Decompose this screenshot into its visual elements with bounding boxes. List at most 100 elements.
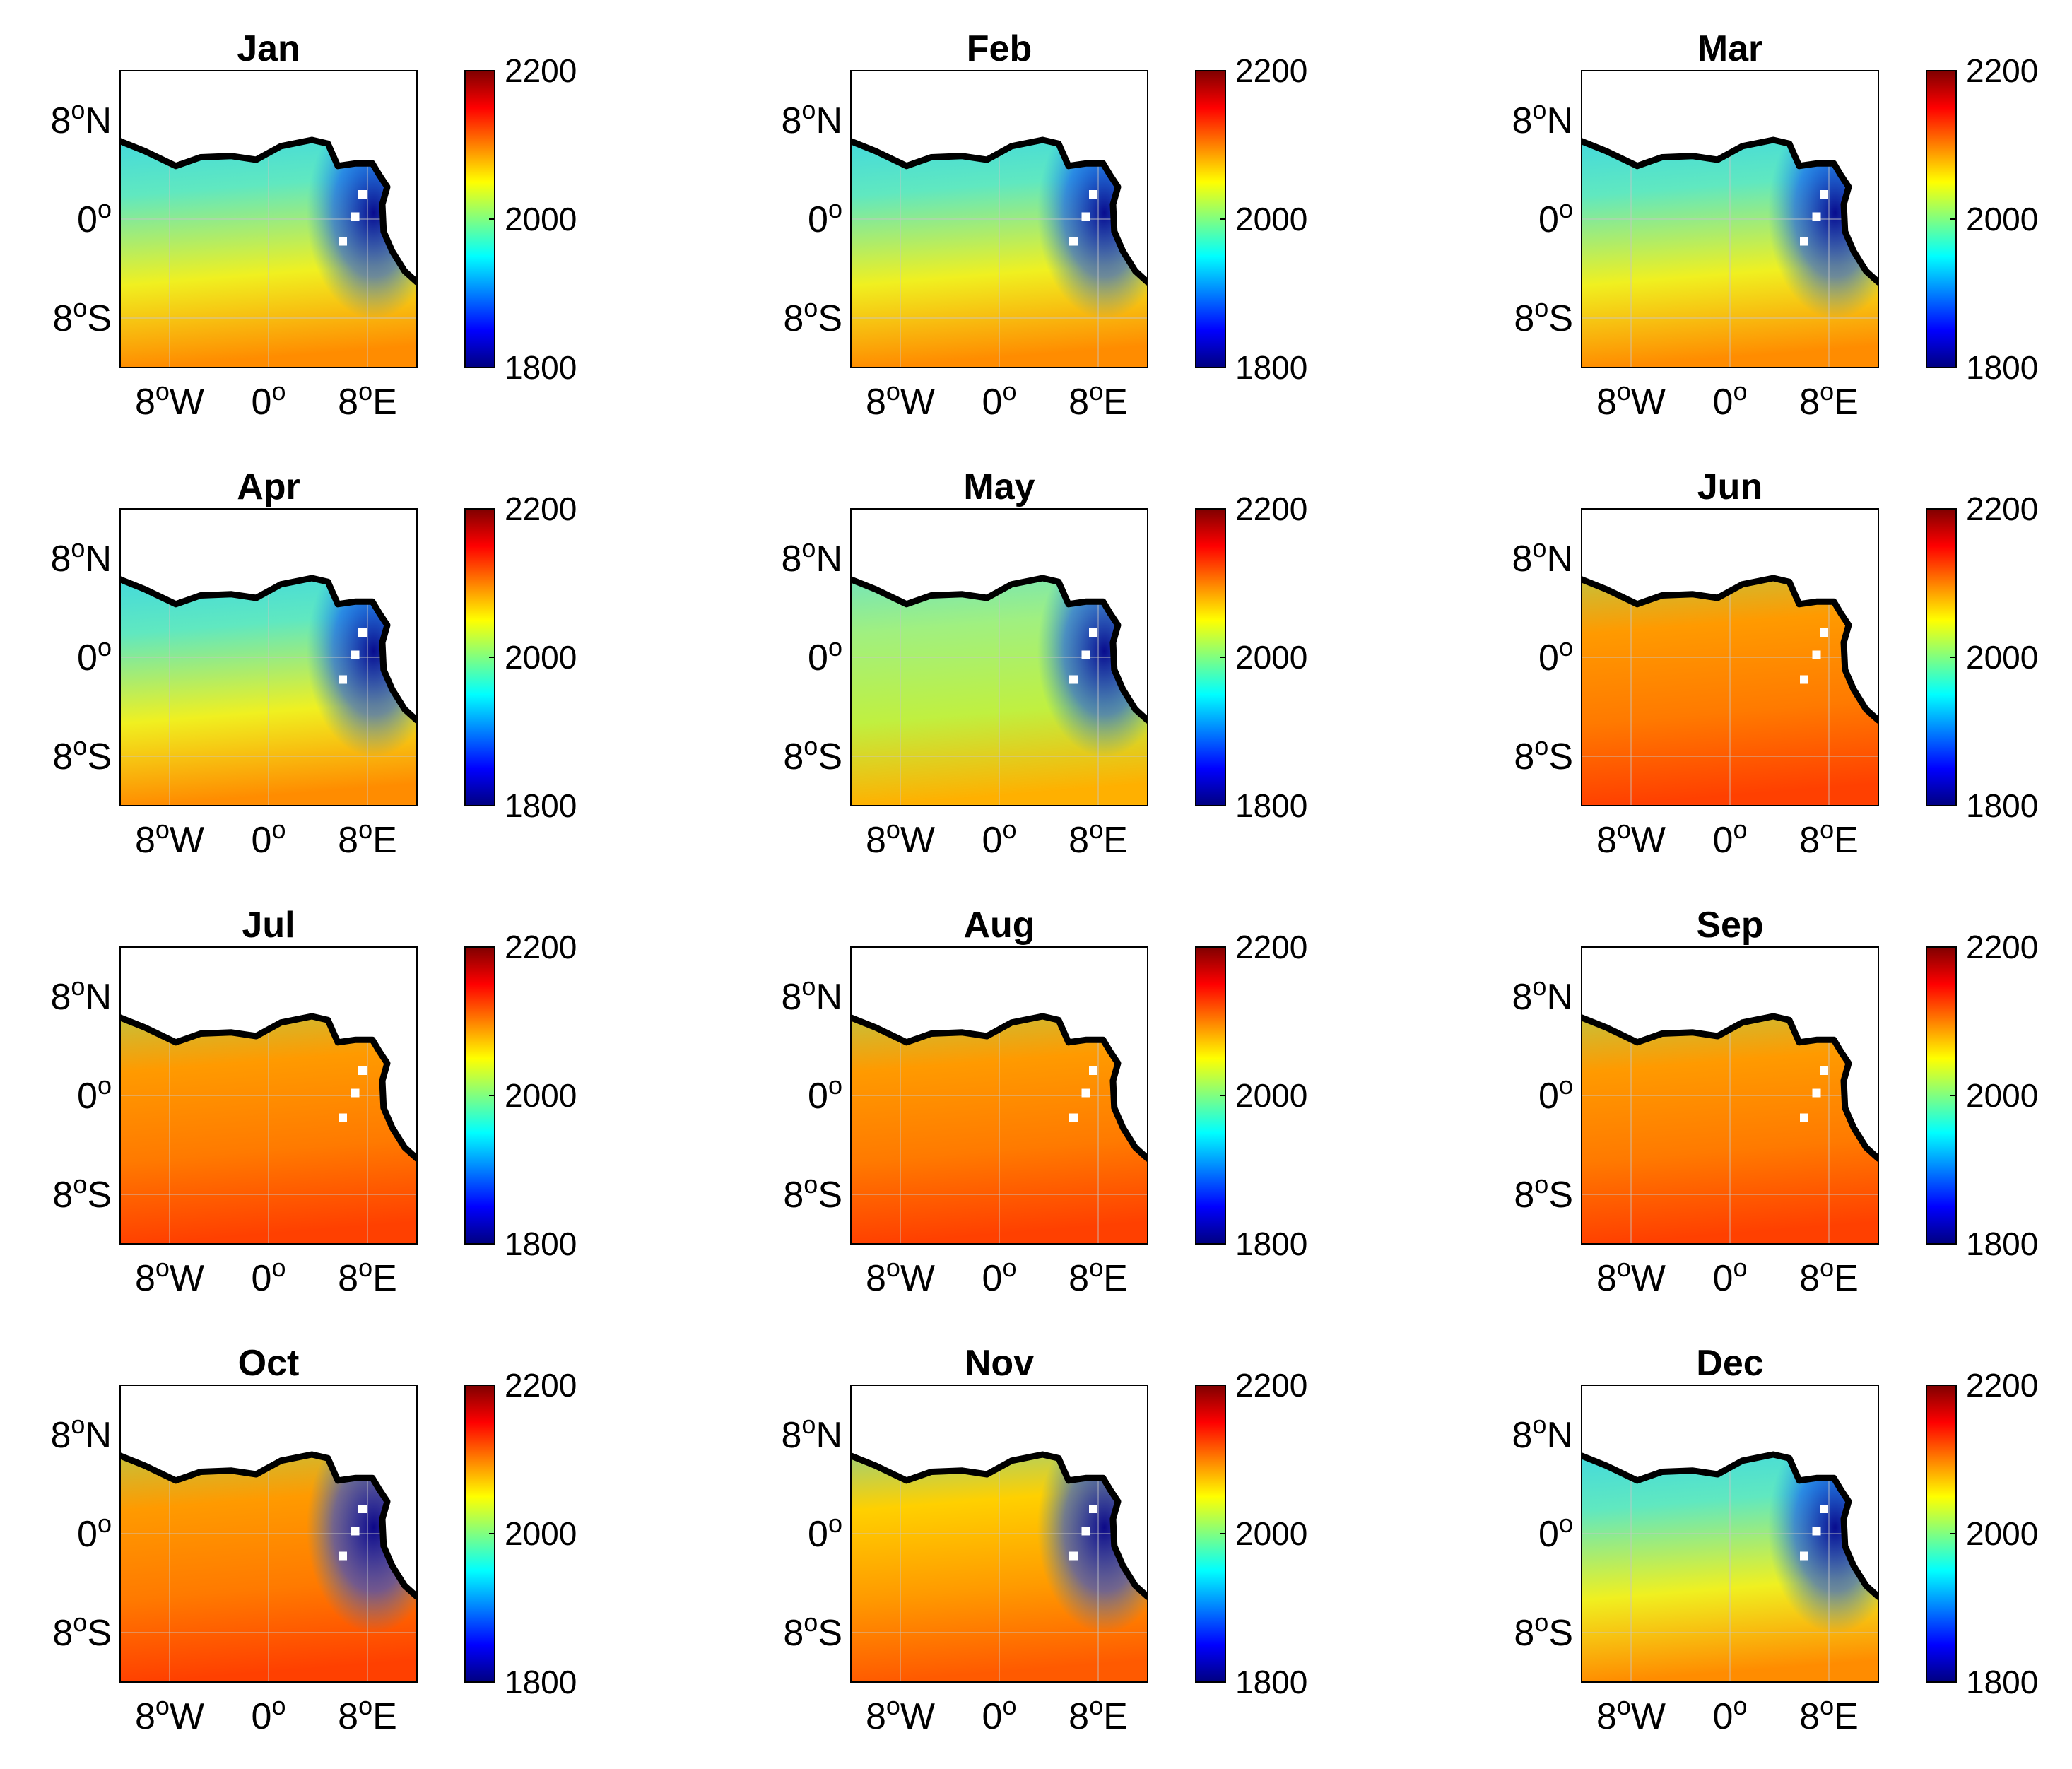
colorbar-tick-label: 2200 [505,52,577,89]
x-tick-label: 0o [1713,815,1748,861]
y-tick-label: 0o [77,1509,112,1555]
colorbar-tick-label: 2200 [1966,1367,2038,1404]
colorbar-tick-label: 2200 [505,490,577,527]
coastline [120,575,417,724]
y-tick-label: 0o [1538,633,1573,678]
y-tick-label: 8oN [781,1410,842,1456]
missing-cell [358,1066,367,1075]
y-tick-label: 0o [77,194,112,240]
panel-svg: Dec 8oW 0o 8oE 8oN 0o 8oS 2200 2000 1800 [1512,1343,2038,1737]
x-tick-label: 8oW [135,1691,204,1737]
axes-box [1581,1385,1879,1683]
missing-cell [1800,675,1808,684]
axes-box [850,946,1148,1245]
colorbar-tick-label: 1800 [505,1226,577,1262]
y-tick-label: 8oN [1512,95,1573,141]
panel-nov: Nov 8oW 0o 8oE 8oN 0o 8oS 2200 2000 1800 [736,1327,1427,1769]
missing-cell [358,190,367,199]
colorbar-tick-label: 2200 [1235,1367,1307,1404]
panel-may: May 8oW 0o 8oE 8oN 0o 8oS 2200 2000 1800 [736,451,1427,893]
y-tick-label: 8oS [1514,731,1573,777]
colorbar-tick-label: 2000 [505,1515,577,1552]
x-tick-label: 0o [1713,1691,1748,1737]
colorbar-tick-label: 2000 [1235,1515,1307,1552]
colorbar-tick-label: 1800 [1966,1664,2038,1700]
coastline [1582,575,1878,724]
missing-cell [1069,237,1078,246]
x-tick-label: 8oE [1799,377,1859,423]
missing-cell [1089,628,1097,637]
y-tick-label: 0o [1538,194,1573,240]
missing-cell [1089,1066,1097,1075]
colorbar-tick-label: 2000 [505,201,577,237]
map-area [851,1385,1148,1682]
x-tick-label: 0o [252,815,286,861]
axes-box [1581,70,1879,368]
missing-cell [339,237,347,246]
missing-cell [339,1113,347,1122]
missing-cell [1820,628,1828,637]
missing-cell [1820,190,1828,199]
colorbar-tick-label: 2000 [505,639,577,676]
missing-cell [1081,650,1090,659]
land-mask [851,947,1148,1159]
coastline [851,575,1148,724]
x-tick-label: 8oE [1069,1253,1128,1299]
map-area [1582,71,1878,368]
coastline [851,136,1148,286]
panel-title: Feb [967,28,1032,69]
panel-svg: Apr 8oW 0o 8oE 8oN 0o 8oS 2200 2000 1800 [50,466,577,861]
missing-cell [1800,1113,1808,1122]
colorbar-tick-label: 1800 [1235,1664,1307,1700]
panel-svg: Jul 8oW 0o 8oE 8oN 0o 8oS 2200 2000 1800 [50,905,577,1299]
missing-cell [1800,237,1808,246]
missing-cell [1069,675,1078,684]
x-tick-label: 0o [1713,1253,1748,1299]
colorbar-tick-label: 2000 [1966,1515,2038,1552]
panel-svg: May 8oW 0o 8oE 8oN 0o 8oS 2200 2000 1800 [781,466,1307,861]
x-tick-label: 8oW [1596,1253,1666,1299]
axes-box [119,946,418,1245]
coastline [120,136,417,286]
y-tick-label: 8oN [1512,534,1573,580]
y-tick-label: 0o [808,1071,842,1117]
axes-box [850,508,1148,806]
x-tick-label: 8oE [1069,377,1128,423]
panel-title: May [963,466,1035,507]
missing-cell [1069,1551,1078,1561]
colorbar-tick-label: 1800 [505,787,577,824]
missing-cell [351,650,360,659]
y-tick-label: 8oS [52,731,112,777]
y-tick-label: 0o [1538,1071,1573,1117]
x-tick-label: 8oW [1596,377,1666,423]
land-mask [851,509,1148,721]
missing-cell [1820,1505,1828,1513]
colorbar-tick-label: 2200 [1235,52,1307,89]
colorbar-tick-label: 2200 [1966,490,2038,527]
x-tick-label: 8oW [135,1253,204,1299]
y-tick-label: 8oN [781,972,842,1018]
panel-title: Jan [237,28,300,69]
axes-box [1581,508,1879,806]
axes-box [119,70,418,368]
x-tick-label: 8oW [866,1253,935,1299]
x-tick-label: 8oW [135,377,204,423]
panel-jul: Jul 8oW 0o 8oE 8oN 0o 8oS 2200 2000 1800 [6,889,696,1331]
x-tick-label: 8oE [1799,1691,1859,1737]
coastline [851,1013,1148,1162]
land-mask [1582,1385,1878,1597]
y-tick-label: 8oS [1514,1170,1573,1216]
colorbar-tick-label: 2000 [505,1077,577,1114]
panel-sep: Sep 8oW 0o 8oE 8oN 0o 8oS 2200 2000 1800 [1467,889,2072,1331]
map-area [851,71,1148,368]
panel-title: Mar [1697,28,1762,69]
y-tick-label: 8oS [52,1608,112,1654]
map-area [120,947,417,1244]
panel-svg: Jan 8oW 0o 8oE 8oN 0o 8oS 2200 2000 1800 [50,28,577,423]
panel-svg: Mar 8oW 0o 8oE 8oN 0o 8oS 2200 2000 1800 [1512,28,2038,423]
missing-cell [1812,212,1821,221]
missing-cell [358,628,367,637]
coastline [1582,1451,1878,1600]
missing-cell [1081,1527,1090,1536]
x-tick-label: 8oW [135,815,204,861]
